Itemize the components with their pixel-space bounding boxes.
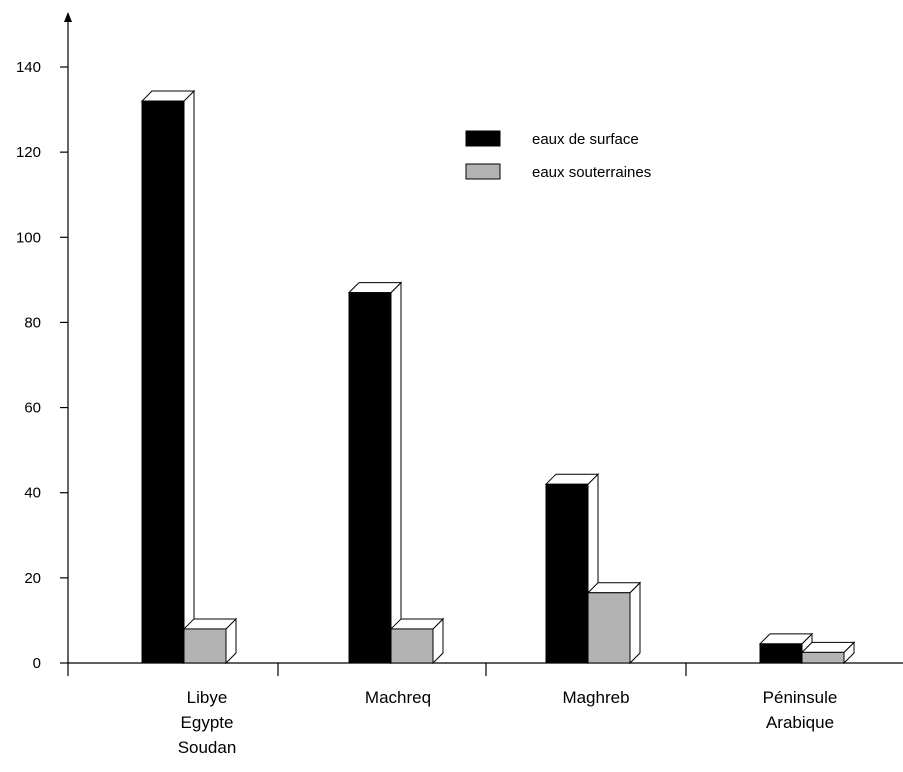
category-label-line: Arabique	[766, 713, 834, 732]
category-label-line: Libye	[187, 688, 228, 707]
bar-front-face	[141, 100, 185, 664]
bars	[140, 89, 856, 665]
y-tick-label: 0	[33, 655, 41, 672]
legend-swatch	[465, 130, 501, 147]
bar-top-face	[389, 618, 445, 630]
bar-front-face	[390, 628, 434, 664]
category-label-line: Maghreb	[562, 688, 629, 707]
bar-top-face	[544, 473, 600, 485]
bar-groundwater-1	[389, 617, 445, 665]
category-label-line: Egypte	[181, 713, 234, 732]
labels: 0 20 40 60 80 100 120 140 Libye Egypte Soudan Machr…	[16, 59, 837, 757]
bar-top-face	[140, 90, 196, 102]
y-tick-label: 140	[16, 59, 41, 76]
legend-label: eaux souterraines	[532, 164, 651, 181]
bar-side-face	[390, 281, 402, 665]
bar-groundwater-0	[182, 617, 238, 665]
category-label: Libye Egypte Soudan	[178, 688, 237, 757]
bar-top-face	[182, 618, 238, 630]
bar-groundwater-3	[800, 641, 856, 665]
category-label: Péninsule Arabique	[763, 688, 838, 732]
bar-top-face	[800, 641, 856, 653]
bar-front-face	[587, 592, 631, 664]
bar-side-face	[629, 581, 641, 665]
category-label: Maghreb	[562, 688, 629, 707]
bar-side-face	[183, 89, 195, 665]
category-label-line: Soudan	[178, 738, 237, 757]
bar-front-face	[759, 643, 803, 664]
y-tick-label: 120	[16, 144, 41, 161]
bar-surface-1	[347, 281, 403, 665]
bar-front-face	[545, 483, 589, 664]
y-tick-label: 40	[24, 485, 41, 502]
category-label: Machreq	[365, 688, 431, 707]
category-label-line: Machreq	[365, 688, 431, 707]
bar-front-face	[348, 292, 392, 664]
bar-surface-2	[544, 472, 600, 665]
bar-top-face	[347, 282, 403, 294]
legend-swatch	[465, 163, 501, 180]
y-axis-arrow-icon	[64, 12, 72, 22]
bar-groundwater-2	[586, 581, 642, 665]
y-tick-label: 60	[24, 400, 41, 417]
bar-front-face	[183, 628, 227, 664]
y-tick-label: 80	[24, 314, 41, 331]
y-tick-label: 20	[24, 570, 41, 587]
bar-front-face	[801, 651, 845, 664]
bar-top-face	[586, 582, 642, 594]
legend: eaux de surface eaux souterraines	[465, 130, 651, 181]
bar-surface-0	[140, 89, 196, 665]
bar-top-face	[758, 633, 814, 645]
y-tick-label: 100	[16, 229, 41, 246]
legend-label: eaux de surface	[532, 131, 639, 148]
category-label-line: Péninsule	[763, 688, 838, 707]
